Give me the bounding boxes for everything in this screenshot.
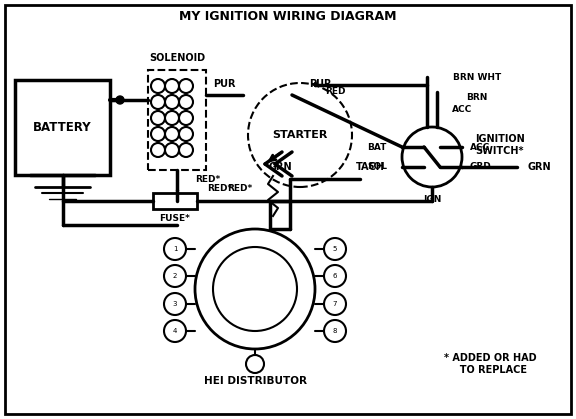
Text: 3: 3 xyxy=(173,301,177,307)
Circle shape xyxy=(165,143,179,157)
Text: RED*: RED* xyxy=(207,184,233,193)
Text: HEI DISTRIBUTOR: HEI DISTRIBUTOR xyxy=(203,376,306,386)
Bar xyxy=(153,193,197,209)
Text: 2: 2 xyxy=(173,273,177,279)
Circle shape xyxy=(248,83,352,187)
Circle shape xyxy=(402,127,462,187)
Text: RED: RED xyxy=(325,88,346,96)
Text: 5: 5 xyxy=(333,246,337,252)
Circle shape xyxy=(179,143,193,157)
Text: RED*: RED* xyxy=(228,184,253,193)
Text: FUSE*: FUSE* xyxy=(160,215,191,223)
Bar xyxy=(15,80,110,175)
Circle shape xyxy=(116,96,124,104)
Text: SOL: SOL xyxy=(367,163,387,171)
Circle shape xyxy=(151,95,165,109)
Text: ACC: ACC xyxy=(470,142,490,152)
Circle shape xyxy=(151,127,165,141)
Circle shape xyxy=(324,320,346,342)
Circle shape xyxy=(179,111,193,125)
Circle shape xyxy=(164,293,186,315)
Text: BAT: BAT xyxy=(367,142,387,152)
Text: 8: 8 xyxy=(333,328,338,334)
Circle shape xyxy=(151,143,165,157)
Text: * ADDED OR HAD
  TO REPLACE: * ADDED OR HAD TO REPLACE xyxy=(444,353,536,375)
Circle shape xyxy=(164,265,186,287)
Circle shape xyxy=(324,293,346,315)
Text: GRN: GRN xyxy=(527,162,551,172)
Text: TACH: TACH xyxy=(355,162,384,172)
Text: ACC: ACC xyxy=(452,104,472,114)
Text: PUR: PUR xyxy=(309,79,331,89)
Circle shape xyxy=(179,95,193,109)
Text: SOLENOID: SOLENOID xyxy=(149,53,205,63)
Text: IGNITION
SWITCH*: IGNITION SWITCH* xyxy=(475,134,525,156)
Text: 6: 6 xyxy=(333,273,338,279)
Circle shape xyxy=(151,111,165,125)
Text: 1: 1 xyxy=(173,246,177,252)
Text: BATTERY: BATTERY xyxy=(33,121,92,134)
Bar xyxy=(148,70,206,170)
Circle shape xyxy=(324,238,346,260)
Text: GRN: GRN xyxy=(268,162,292,172)
Text: MY IGNITION WIRING DIAGRAM: MY IGNITION WIRING DIAGRAM xyxy=(179,10,397,23)
Circle shape xyxy=(179,127,193,141)
Text: 4: 4 xyxy=(173,328,177,334)
Circle shape xyxy=(165,111,179,125)
Circle shape xyxy=(164,320,186,342)
Text: GRD: GRD xyxy=(470,163,492,171)
Text: STARTER: STARTER xyxy=(272,130,328,140)
Circle shape xyxy=(165,95,179,109)
Circle shape xyxy=(324,265,346,287)
Circle shape xyxy=(165,127,179,141)
Circle shape xyxy=(164,238,186,260)
Text: RED*: RED* xyxy=(195,176,220,184)
Text: BRN WHT: BRN WHT xyxy=(453,72,501,82)
Circle shape xyxy=(165,79,179,93)
Text: PUR: PUR xyxy=(213,79,235,89)
Circle shape xyxy=(195,229,315,349)
Circle shape xyxy=(213,247,297,331)
Text: BRN: BRN xyxy=(467,93,488,101)
Text: IGN: IGN xyxy=(423,195,441,204)
Circle shape xyxy=(179,79,193,93)
Text: 7: 7 xyxy=(333,301,338,307)
Circle shape xyxy=(151,79,165,93)
Circle shape xyxy=(246,355,264,373)
